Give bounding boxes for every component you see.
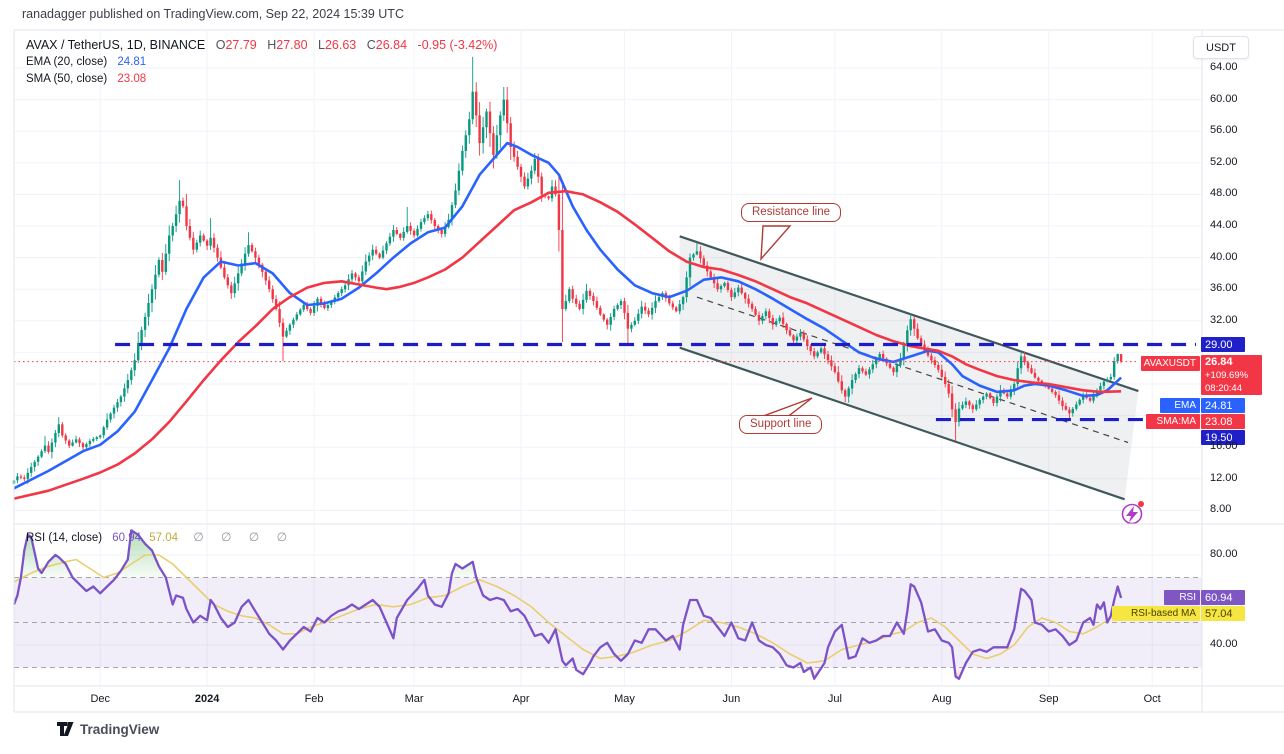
price-axis-label: 60.00 [1210, 92, 1238, 105]
tradingview-logo[interactable]: TradingView [57, 722, 159, 737]
sma-badge-value: 23.08 [1201, 414, 1245, 429]
sma-legend-label[interactable]: SMA (50, close) [26, 73, 108, 85]
time-axis-label: Jun [722, 693, 741, 705]
rsi-axis-label: 80.00 [1210, 548, 1238, 560]
support-line-callout[interactable]: Support line [739, 415, 823, 434]
low-label: L [318, 38, 325, 52]
time-axis-label: Sep [1038, 693, 1059, 705]
rsi-legend-label[interactable]: RSI (14, close) [26, 532, 103, 544]
open-value: 27.79 [225, 38, 257, 52]
time-axis-label: Feb [304, 693, 324, 705]
ticker-price: 26.84 [1205, 356, 1233, 368]
ema-badge-label: EMA [1160, 398, 1200, 413]
time-axis-label: Apr [512, 693, 530, 705]
symbol-name[interactable]: AVAX / TetherUS, 1D, BINANCE [26, 38, 206, 52]
support-level-badge: 19.50 [1201, 430, 1245, 445]
rsi-ma-legend-value: 57.04 [149, 532, 179, 544]
ema-legend[interactable]: EMA (20, close) 24.81 [26, 56, 146, 68]
resistance-level-badge: 29.00 [1201, 337, 1245, 352]
sma-badge-label: SMA:MA [1146, 414, 1200, 429]
close-label: C [366, 38, 376, 52]
price-axis-label: 32.00 [1210, 313, 1238, 326]
rsi-ma-badge-label: RSI-based MA [1112, 606, 1200, 621]
price-axis-label: 64.00 [1210, 61, 1238, 73]
ticker-change-pct: +109.69% [1205, 370, 1249, 381]
change-value: -0.95 (-3.42%) [417, 38, 498, 52]
rsi-legend[interactable]: RSI (14, close) 60.94 57.04 ∅ ∅ ∅ ∅ [26, 530, 294, 544]
ema-badge-value: 24.81 [1201, 398, 1245, 413]
time-axis-label: Dec [90, 693, 110, 705]
time-axis-label: Jul [827, 693, 842, 705]
price-axis-label: 40.00 [1210, 250, 1238, 263]
price-axis-label: 52.00 [1210, 155, 1238, 168]
high-label: H [267, 38, 277, 52]
price-axis-label: 56.00 [1210, 124, 1238, 137]
price-axis-label: 44.00 [1210, 219, 1238, 231]
price-axis-label: 8.00 [1210, 503, 1232, 516]
rsi-badge-label: RSI [1164, 590, 1200, 605]
sma-legend-value: 23.08 [117, 73, 147, 85]
page-title: ranadagger published on TradingView.com,… [22, 7, 404, 21]
open-label: O [215, 38, 226, 52]
rsi-axis-label: 40.00 [1210, 638, 1238, 650]
sma-legend[interactable]: SMA (50, close) 23.08 [26, 73, 146, 85]
currency-unit-button[interactable]: USDT [1193, 36, 1249, 59]
price-axis-label: 36.00 [1210, 282, 1238, 295]
tradingview-logo-icon [57, 722, 74, 736]
close-value: 26.84 [375, 38, 408, 52]
ticker-badge-label: AVAXUSDT [1141, 356, 1200, 371]
high-value: 27.80 [276, 38, 308, 52]
tradingview-logo-text: TradingView [80, 722, 160, 737]
time-axis-label: Aug [931, 693, 952, 705]
rsi-badge-value: 60.94 [1201, 590, 1245, 605]
time-axis-label: Mar [404, 693, 424, 705]
rsi-ma-badge-value: 57.04 [1201, 606, 1245, 621]
ema-legend-value: 24.81 [117, 56, 147, 68]
time-axis-label: 2024 [194, 693, 220, 705]
price-axis-label: 16.00 [1210, 440, 1238, 453]
rsi-legend-value: 60.94 [112, 532, 142, 544]
symbol-legend[interactable]: AVAX / TetherUS, 1D, BINANCE O27.79 H27.… [26, 38, 497, 52]
time-axis-label: Oct [1143, 693, 1161, 705]
rsi-empty-values: ∅ ∅ ∅ ∅ [193, 530, 295, 544]
resistance-line-callout[interactable]: Resistance line [741, 203, 841, 222]
ticker-countdown: 08:20:44 [1205, 383, 1242, 394]
time-axis-label: May [614, 693, 635, 705]
ema-legend-label[interactable]: EMA (20, close) [26, 56, 108, 68]
low-value: 26.63 [324, 38, 357, 52]
price-axis-label: 48.00 [1210, 187, 1238, 200]
price-axis-label: 12.00 [1210, 471, 1238, 484]
ticker-badge: 26.84 +109.69% 08:20:44 [1201, 355, 1262, 395]
